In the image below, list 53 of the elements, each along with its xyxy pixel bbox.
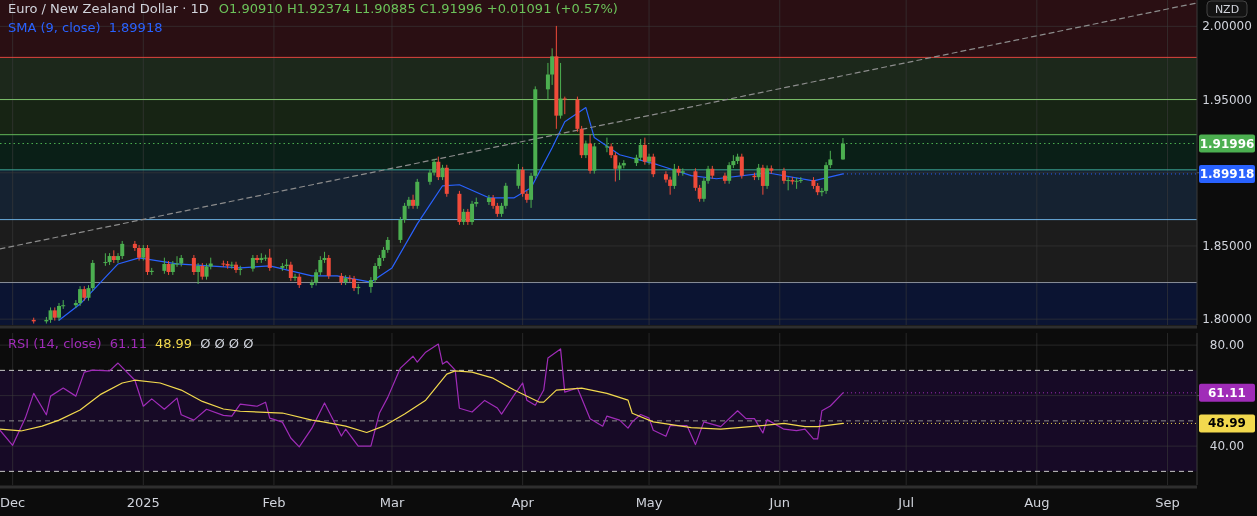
annotation: 61.11 [109, 336, 147, 351]
x-tick-label: May [635, 494, 663, 510]
y-tick-label: 1.95000 [1202, 92, 1252, 107]
candlestick [647, 153, 652, 166]
candlestick [145, 244, 150, 276]
chart-subtitle: O1.90910 H1.92374 L1.90885 C1.91996 +0.01091 (+0.57%) [218, 1, 618, 16]
candlestick [642, 137, 647, 166]
candlestick [558, 62, 563, 120]
annotation: 48.99 [154, 336, 193, 351]
annotation: Ø Ø Ø Ø [200, 336, 254, 351]
candlestick [486, 194, 491, 206]
candlestick [672, 163, 677, 190]
candlestick [693, 167, 698, 192]
y-axis-title: NZD [1214, 2, 1240, 16]
candlestick [398, 216, 403, 244]
annotation: 1.89918 [1199, 166, 1255, 181]
text: SMA (9, close) [8, 20, 101, 35]
candlestick [516, 163, 521, 190]
candlestick [651, 153, 656, 178]
candlestick [411, 194, 416, 210]
candlestick [663, 170, 668, 184]
annotation: 1.89918 [108, 20, 163, 35]
ref-line-label: 1.91996 [1199, 136, 1255, 151]
x-tick-label: 2025 [126, 494, 160, 510]
y-tick-label: 80.00 [1209, 338, 1245, 353]
candlestick [722, 172, 727, 185]
y-tick-label: 40.00 [1209, 439, 1245, 454]
x-tick-label: Aug [1024, 494, 1050, 510]
x-tick-label: Jul [897, 494, 915, 510]
candlestick [840, 137, 845, 161]
candlestick [436, 156, 441, 181]
candlestick [470, 200, 475, 226]
chart-title: Euro / New Zealand Dollar · 1D [8, 1, 209, 16]
annotation: 48.99 [1208, 416, 1246, 431]
candlestick [503, 182, 508, 210]
x-tick-label: Feb [262, 494, 286, 510]
y-tick-label: 1.80000 [1202, 312, 1252, 327]
x-tick-label: Sep [1155, 494, 1180, 510]
candlestick [191, 254, 196, 276]
candlestick [727, 161, 732, 185]
candlestick [120, 240, 125, 260]
candlestick [103, 252, 108, 267]
annotation: 61.11 [1208, 385, 1246, 400]
x-tick-label: Jun [768, 494, 790, 510]
y-tick-label: 2.00000 [1202, 19, 1252, 34]
y-tick-label: 1.85000 [1202, 238, 1252, 253]
x-tick-label: Mar [379, 494, 405, 510]
candlestick [794, 177, 799, 190]
candlestick [288, 261, 293, 282]
x-tick-label: Dec [0, 494, 26, 510]
x-tick-label: Apr [511, 494, 535, 510]
series-label: RSI (14, close) [8, 336, 102, 351]
candlestick [326, 254, 331, 280]
